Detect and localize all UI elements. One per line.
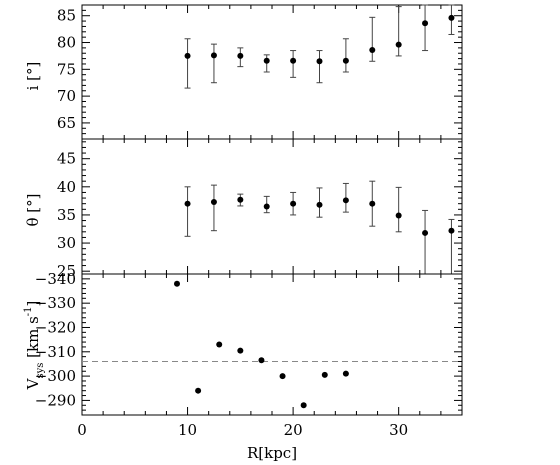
- y-tick-label-inclination: 65: [57, 114, 76, 132]
- y-tick-label-systemic-velocity: −320: [35, 318, 76, 336]
- y-tick-label-systemic-velocity: −340: [35, 270, 76, 288]
- data-point: [448, 14, 455, 21]
- data-point: [216, 341, 223, 348]
- data-point: [342, 370, 349, 377]
- panel-systemic-velocity: 0 10 20 30 −340 −330 −320 −310 −300 −290: [35, 270, 463, 439]
- data-point: [195, 387, 202, 394]
- data-point: [258, 357, 265, 364]
- x-tick-label: 30: [389, 421, 408, 439]
- data-point: [237, 196, 244, 203]
- data-point: [279, 373, 286, 380]
- y-tick-label-position-angle: 35: [57, 206, 76, 224]
- data-point: [369, 200, 376, 207]
- data-point: [300, 402, 307, 409]
- x-axis-title: R[kpc]: [247, 444, 297, 462]
- data-point: [237, 52, 244, 59]
- data-point: [316, 201, 323, 208]
- data-point: [448, 227, 455, 234]
- y-axis-title-position-angle: θ [°]: [24, 193, 42, 226]
- x-tick-label: 20: [284, 421, 303, 439]
- data-point: [210, 199, 217, 205]
- plot-frame-inclination: [81, 4, 463, 140]
- x-tick-label: 0: [77, 421, 87, 439]
- data-point: [263, 203, 270, 210]
- data-point: [321, 371, 328, 378]
- data-point: [395, 212, 402, 219]
- y-tick-label-position-angle: 25: [57, 262, 76, 280]
- y-tick-label-inclination: 80: [57, 34, 76, 52]
- y-tick-label-position-angle: 45: [57, 150, 76, 168]
- y-tick-label-inclination: 75: [57, 60, 76, 78]
- y-tick-label-inclination: 85: [57, 7, 76, 25]
- y-tick-label-systemic-velocity: −290: [35, 391, 76, 409]
- y-tick-label-position-angle: 30: [57, 234, 76, 252]
- data-point: [316, 58, 323, 65]
- data-point: [263, 57, 270, 64]
- data-point: [369, 47, 376, 54]
- data-point: [422, 229, 429, 236]
- y-tick-label-systemic-velocity: −300: [35, 367, 76, 385]
- data-point: [395, 41, 402, 48]
- y-tick-label-position-angle: 40: [57, 178, 76, 196]
- plot-frame-systemic-velocity: [81, 273, 463, 416]
- data-point: [184, 200, 191, 207]
- panel-inclination: 65 70 75 80 85: [57, 4, 463, 140]
- y-axis-title-systemic-velocity: Vsys [km s-1]: [23, 301, 46, 391]
- y-axis-title-inclination: i [°]: [24, 62, 42, 91]
- plot-frame-position-angle: [81, 138, 463, 275]
- data-point: [422, 20, 429, 27]
- data-point: [210, 52, 217, 59]
- data-point: [342, 197, 349, 204]
- data-point: [290, 200, 297, 207]
- x-tick-label: 10: [178, 421, 197, 439]
- data-point: [290, 57, 297, 64]
- data-point: [184, 52, 191, 59]
- panel-position-angle: 25 30 35 40 45: [57, 138, 463, 280]
- data-point: [174, 280, 180, 287]
- y-tick-label-systemic-velocity: −330: [35, 294, 76, 312]
- y-tick-label-inclination: 70: [57, 87, 76, 105]
- data-point: [237, 347, 244, 354]
- data-point: [342, 57, 349, 64]
- y-tick-label-systemic-velocity: −310: [35, 343, 76, 361]
